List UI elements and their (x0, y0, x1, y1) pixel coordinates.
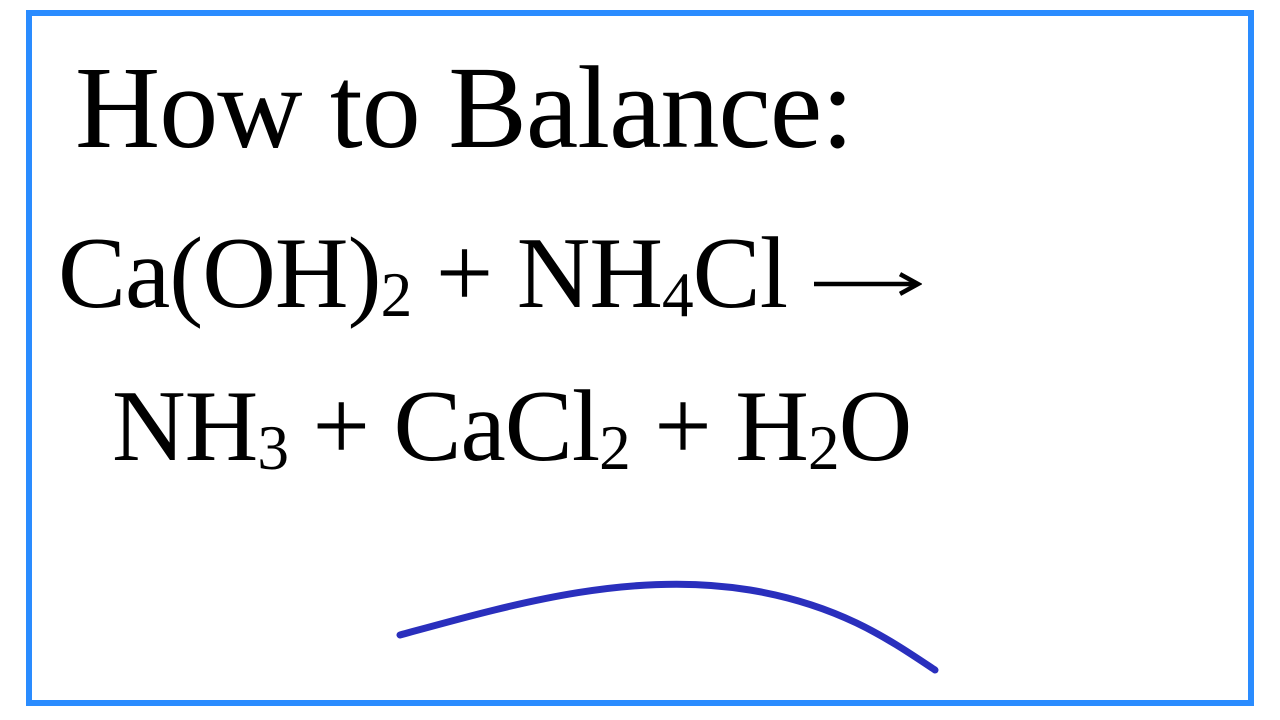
formula-text: + CaCl (288, 370, 599, 483)
formula-text: Ca(OH) (58, 217, 381, 330)
subscript: 2 (381, 260, 412, 330)
subscript: 4 (662, 260, 693, 330)
underline-swoosh (390, 560, 950, 680)
subscript: 2 (808, 413, 839, 483)
formula-text: O (839, 370, 912, 483)
subscript: 2 (599, 413, 630, 483)
subscript: 3 (257, 413, 288, 483)
equation-line-1: Ca(OH)2 + NH4Cl (58, 215, 922, 332)
formula-text: NH (112, 370, 257, 483)
formula-text: + H (630, 370, 808, 483)
slide-title: How to Balance: (75, 40, 853, 176)
reaction-arrow-icon (812, 259, 922, 309)
formula-text: Cl (693, 217, 812, 330)
formula-text: + NH (411, 217, 662, 330)
equation-line-2: NH3 + CaCl2 + H2O (112, 368, 911, 485)
